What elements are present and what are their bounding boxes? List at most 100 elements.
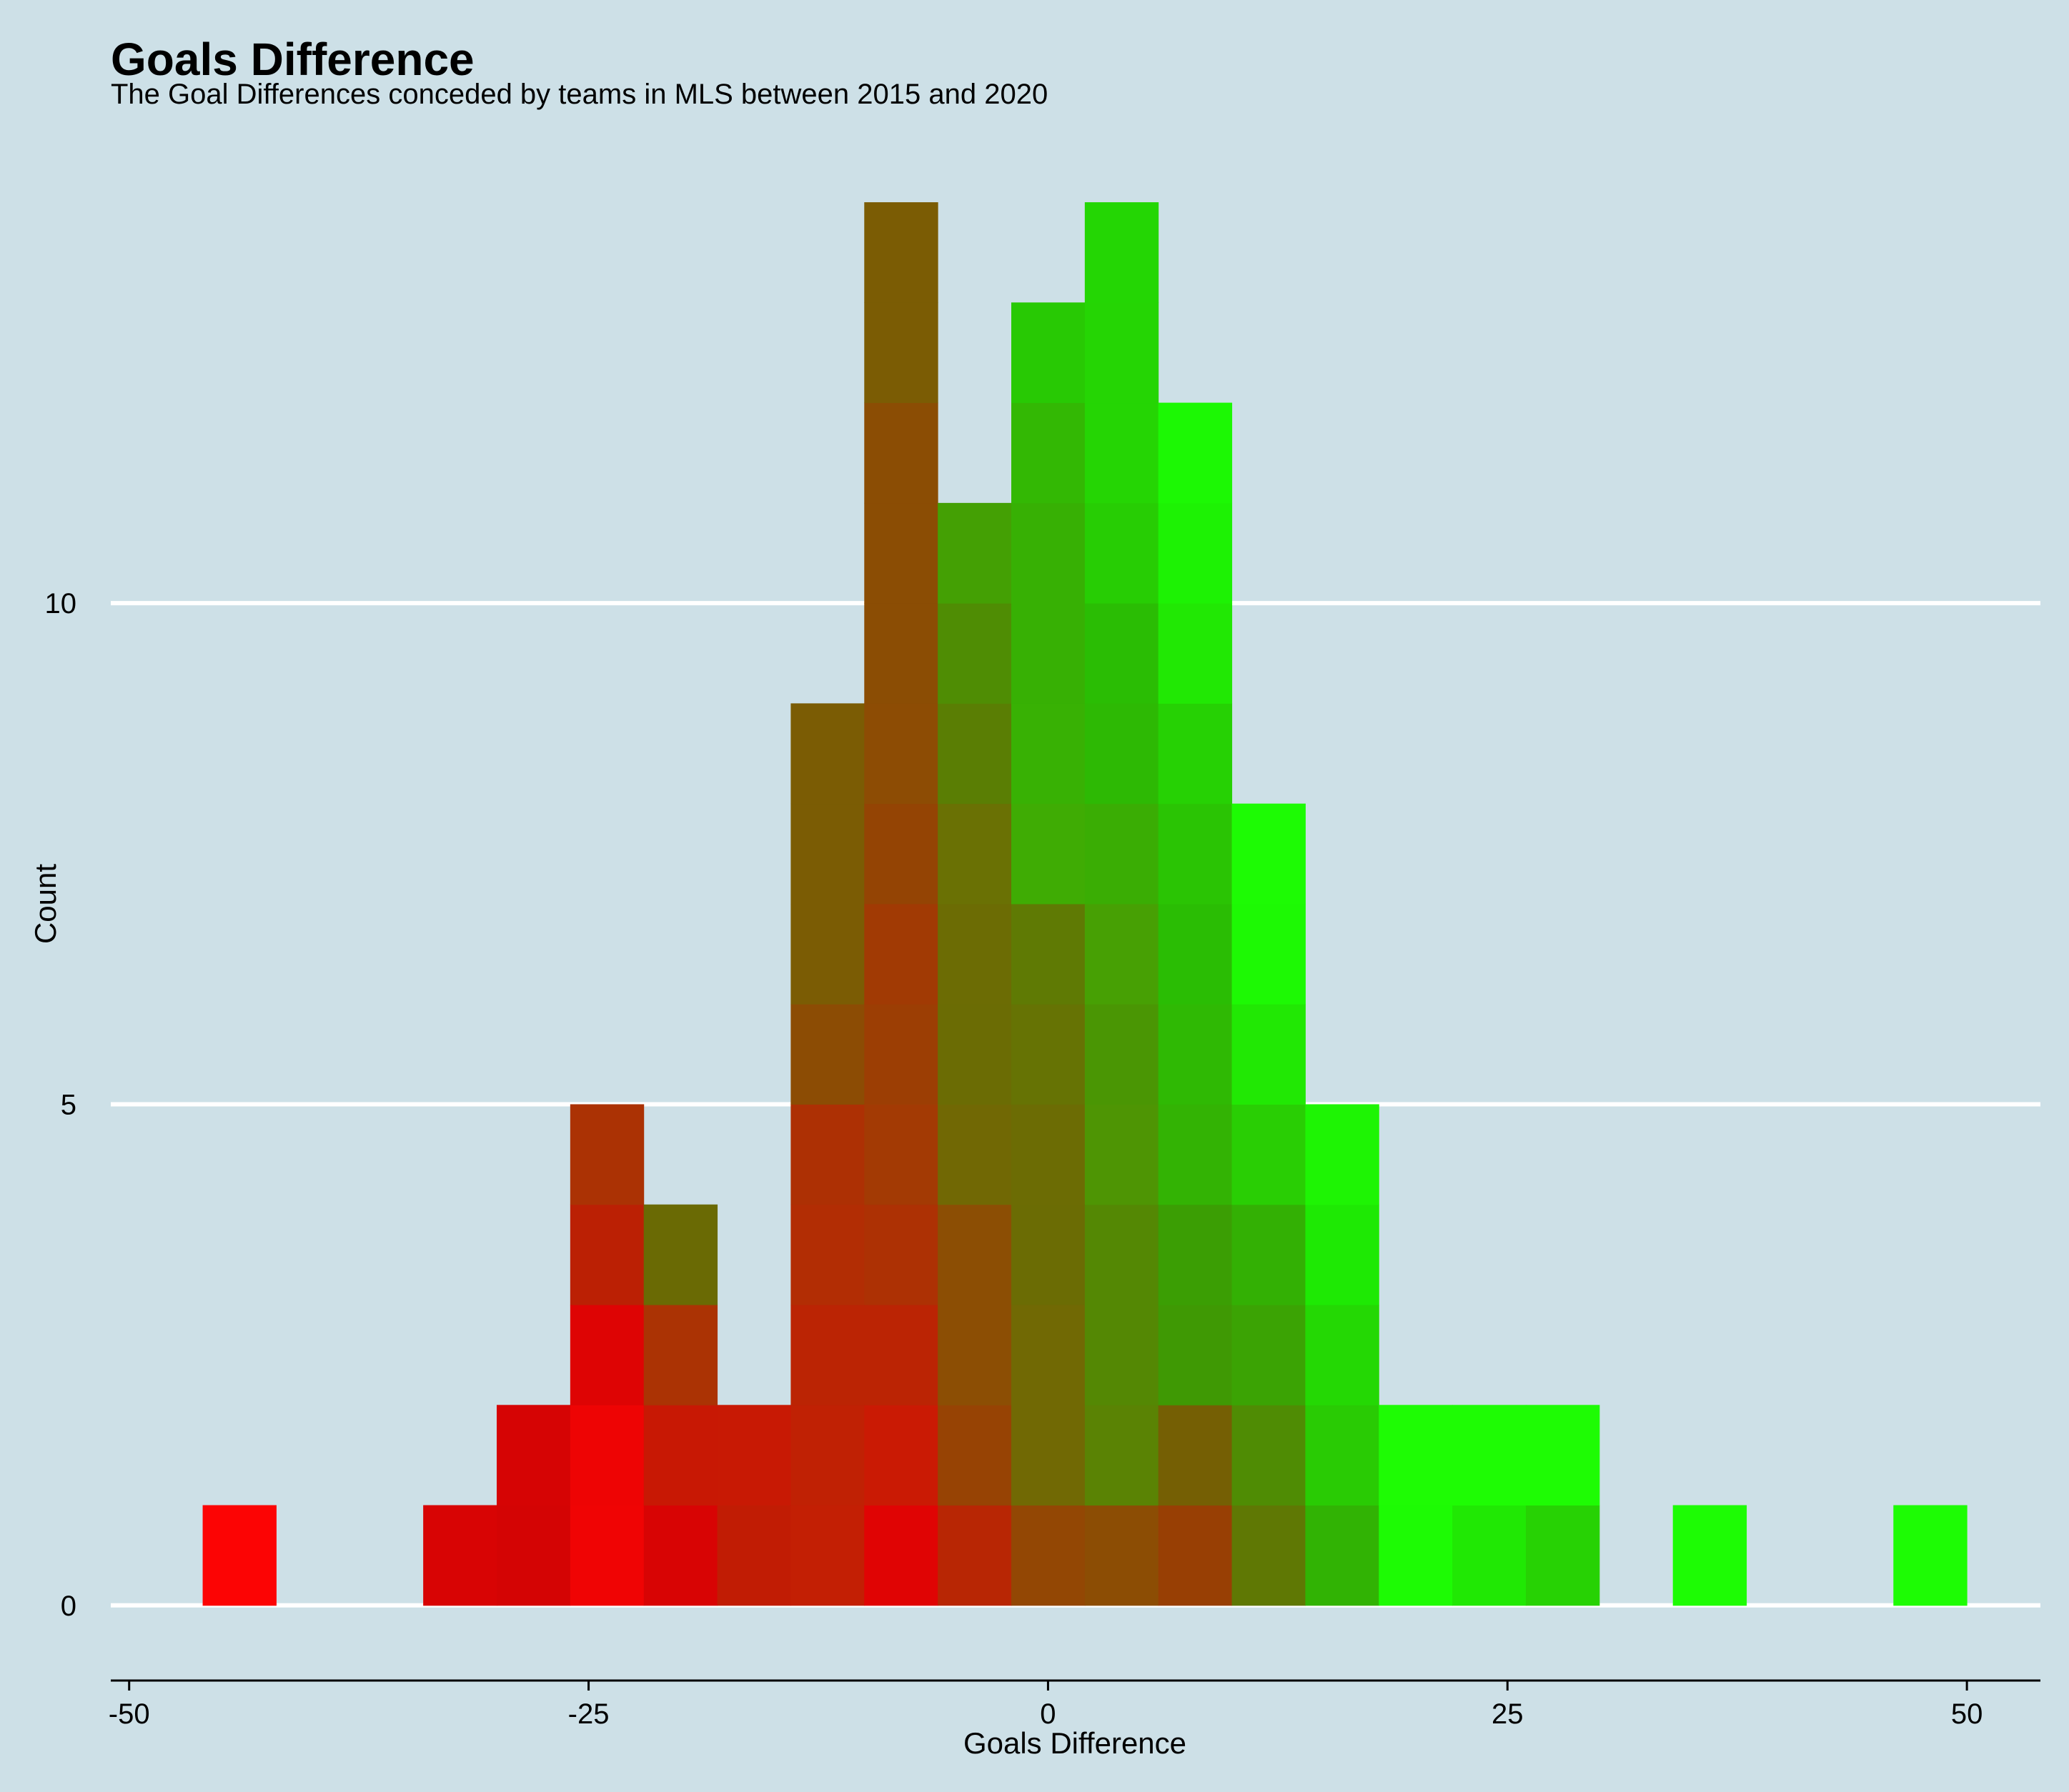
- chart-subtitle: The Goal Differences conceded by teams i…: [111, 79, 1048, 110]
- histogram-bar-segment: [1084, 903, 1159, 1005]
- histogram-bar-segment: [1305, 1305, 1379, 1405]
- histogram-bar-segment: [1305, 1104, 1379, 1205]
- y-axis-title: Count: [29, 864, 62, 944]
- histogram-bar-segment: [864, 1204, 938, 1305]
- histogram-bar-segment: [864, 903, 938, 1005]
- histogram-bar-segment: [1084, 703, 1159, 805]
- x-tick-label: -50: [109, 1698, 150, 1730]
- histogram-bar-segment: [938, 1305, 1012, 1405]
- histogram-bar-segment: [790, 1204, 865, 1305]
- histogram-bar-segment: [1158, 703, 1233, 805]
- histogram-bar-segment: [1158, 1305, 1233, 1405]
- histogram-bar-segment: [1011, 302, 1086, 404]
- histogram-bar-segment: [1084, 402, 1159, 504]
- histogram-bar-segment: [570, 1405, 645, 1506]
- histogram-bar-segment: [938, 1505, 1012, 1606]
- histogram-bar-segment: [1158, 1104, 1233, 1205]
- histogram-bars: [202, 202, 1968, 1606]
- histogram-bar-segment: [1158, 502, 1233, 604]
- histogram-bar-segment: [1011, 1505, 1086, 1606]
- histogram-bar-segment: [864, 803, 938, 905]
- histogram-bar-segment: [938, 903, 1012, 1005]
- histogram-bar-segment: [864, 202, 938, 303]
- histogram-bar-segment: [643, 1405, 718, 1506]
- x-axis-title: Goals Difference: [963, 1726, 1186, 1760]
- histogram-bar-segment: [1011, 903, 1086, 1005]
- histogram-bar-segment: [864, 603, 938, 704]
- histogram-bar-segment: [1011, 803, 1086, 905]
- x-tick-label: 25: [1492, 1698, 1524, 1730]
- histogram-bar-segment: [1231, 1204, 1306, 1305]
- histogram-bar-segment: [497, 1505, 571, 1606]
- histogram-bar-segment: [570, 1505, 645, 1606]
- histogram-bar-segment: [1084, 1305, 1159, 1405]
- histogram-bar-segment: [790, 903, 865, 1005]
- histogram-bar-segment: [717, 1405, 791, 1506]
- histogram-bar-segment: [1084, 1204, 1159, 1305]
- histogram-bar-segment: [864, 1104, 938, 1205]
- histogram-bar-segment: [864, 402, 938, 504]
- histogram-bar-segment: [938, 502, 1012, 604]
- y-tick-label: 10: [45, 588, 77, 619]
- histogram-bar-segment: [1158, 402, 1233, 504]
- histogram-bar-segment: [864, 1004, 938, 1105]
- y-tick-label: 0: [61, 1591, 76, 1622]
- histogram-bar-segment: [1231, 803, 1306, 905]
- histogram-bar-segment: [790, 1405, 865, 1506]
- histogram-bar-segment: [1305, 1405, 1379, 1506]
- histogram-bar-segment: [643, 1305, 718, 1405]
- histogram-bar-segment: [1011, 502, 1086, 604]
- histogram-bar-segment: [1452, 1505, 1527, 1606]
- histogram-bar-segment: [790, 1004, 865, 1105]
- histogram-bar-segment: [1305, 1505, 1379, 1606]
- histogram-bar-segment: [1011, 1104, 1086, 1205]
- histogram-bar-segment: [1231, 1505, 1306, 1606]
- histogram-bar-segment: [864, 703, 938, 805]
- histogram-bar-segment: [570, 1204, 645, 1305]
- histogram-bar-segment: [1452, 1405, 1527, 1506]
- histogram-bar-segment: [1011, 603, 1086, 704]
- histogram-bar-segment: [1893, 1505, 1968, 1606]
- histogram-bar-segment: [1084, 1004, 1159, 1105]
- y-axis: 0 5 10: [45, 588, 77, 1622]
- histogram-bar-segment: [1379, 1405, 1453, 1506]
- histogram-bar-segment: [938, 803, 1012, 905]
- histogram-bar-segment: [1158, 903, 1233, 1005]
- histogram-bar-segment: [938, 1004, 1012, 1105]
- histogram-bar-segment: [1084, 502, 1159, 604]
- histogram-bar-segment: [1158, 1004, 1233, 1105]
- histogram-bar-segment: [1158, 1204, 1233, 1305]
- histogram-bar-segment: [938, 703, 1012, 805]
- histogram-bar-segment: [1011, 1204, 1086, 1305]
- histogram-bar-segment: [1158, 1405, 1233, 1506]
- histogram-bar-segment: [1379, 1505, 1453, 1606]
- histogram-bar-segment: [1158, 603, 1233, 704]
- histogram-bar-segment: [1011, 1004, 1086, 1105]
- histogram-bar-segment: [717, 1505, 791, 1606]
- histogram-bar-segment: [938, 1405, 1012, 1506]
- histogram-bar-segment: [790, 803, 865, 905]
- histogram-bar-segment: [1231, 1004, 1306, 1105]
- histogram-bar-segment: [1305, 1204, 1379, 1305]
- histogram-bar-segment: [643, 1505, 718, 1606]
- histogram-bar-segment: [790, 1305, 865, 1405]
- histogram-bar-segment: [1011, 402, 1086, 504]
- histogram-bar-segment: [938, 1104, 1012, 1205]
- chart-title: Goals Difference: [111, 34, 475, 85]
- histogram-bar-segment: [1158, 803, 1233, 905]
- histogram-bar-segment: [570, 1104, 645, 1205]
- histogram-bar-segment: [864, 1405, 938, 1506]
- histogram-bar-segment: [1084, 1505, 1159, 1606]
- histogram-bar-segment: [1231, 1104, 1306, 1205]
- histogram-bar-segment: [938, 1204, 1012, 1305]
- histogram-bar-segment: [202, 1505, 277, 1606]
- histogram-bar-segment: [570, 1305, 645, 1405]
- histogram-bar-segment: [497, 1405, 571, 1506]
- histogram-bar-segment: [1231, 1305, 1306, 1405]
- histogram-bar-segment: [864, 1505, 938, 1606]
- histogram-bar-segment: [1672, 1505, 1747, 1606]
- histogram-bar-segment: [1084, 603, 1159, 704]
- histogram-bar-segment: [864, 502, 938, 604]
- x-tick-label: 0: [1040, 1698, 1056, 1730]
